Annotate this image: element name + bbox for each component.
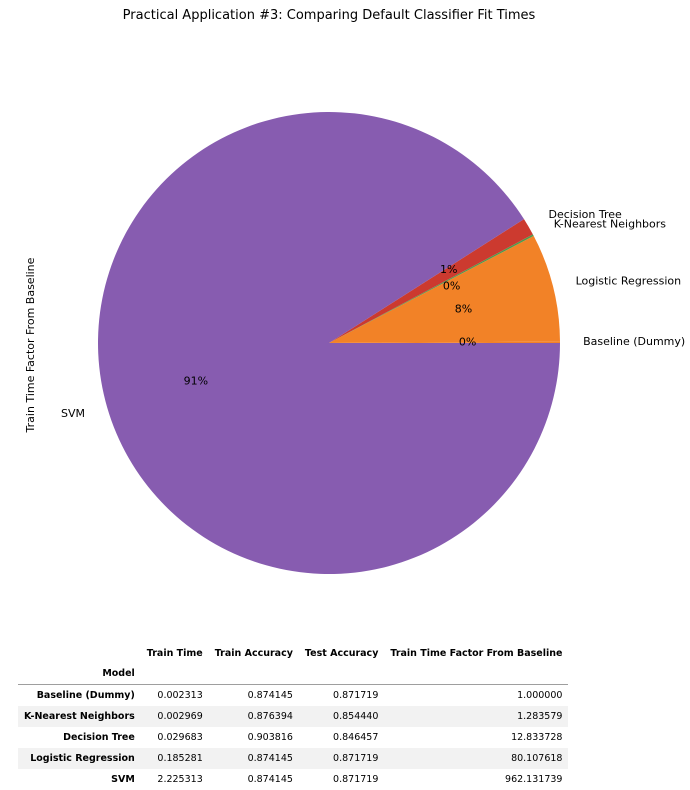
column-header-train-accuracy: Train Accuracy [214,647,293,659]
pie-slice-baseline-dummy [329,341,560,343]
cell-train-time-factor: 1.283579 [517,711,563,722]
chart-title: Practical Application #3: Comparing Defa… [123,8,536,23]
row-label: Baseline (Dummy) [36,690,135,701]
cell-train-accuracy: 0.876394 [247,711,293,722]
row-label: K-Nearest Neighbors [24,711,135,722]
pie-slice-logistic-regression [329,235,560,343]
cell-train-time: 0.002969 [157,711,203,722]
cell-train-time: 0.002313 [157,690,203,701]
cell-test-accuracy: 0.854440 [333,711,379,722]
column-header-train-time: Train Time [146,647,203,659]
slice-percent-baseline-dummy: 0% [459,336,476,349]
table-column-header-row: Train Time Train Accuracy Test Accuracy … [18,643,568,663]
cell-test-accuracy: 0.871719 [333,753,379,764]
table-row: Decision Tree 0.029683 0.903816 0.846457… [18,727,568,748]
slice-label-k-nearest-neighbors: K-Nearest Neighbors [554,217,667,230]
table-row: Logistic Regression 0.185281 0.874145 0.… [18,748,569,769]
column-header-train-time-factor: Train Time Factor From Baseline [390,647,563,659]
slice-percent-decision-tree: 1% [440,263,457,276]
slice-label-svm: SVM [61,407,85,420]
pie-labels: Baseline (Dummy) 0% Logistic Regression 8% K… [61,208,685,420]
cell-train-time-factor: 80.107618 [511,753,563,764]
slice-label-decision-tree: Decision Tree [549,208,622,221]
cell-train-time: 0.185281 [157,753,203,764]
cell-train-accuracy: 0.903816 [247,732,293,743]
index-header-model: Model [18,663,141,685]
pie-chart-svg: Practical Application #3: Comparing Defa… [24,8,685,575]
cell-test-accuracy: 0.871719 [333,690,379,701]
row-label: Decision Tree [63,732,135,743]
cell-train-accuracy: 0.874145 [247,774,293,785]
cell-train-time: 2.225313 [157,774,203,785]
cell-train-time: 0.029683 [157,732,203,743]
pie-slice-svm [98,112,561,575]
slice-percent-svm: 91% [184,375,208,388]
cell-test-accuracy: 0.871719 [333,774,379,785]
cell-train-time-factor: 962.131739 [505,774,563,785]
slice-label-baseline-dummy: Baseline (Dummy) [583,335,685,348]
y-axis-label: Train Time Factor From Baseline [24,257,37,433]
cell-train-time-factor: 1.000000 [517,690,563,701]
slice-percent-logistic-regression: 8% [455,303,472,316]
table-corner [18,643,141,663]
pie-slice-decision-tree [329,219,533,343]
table-row: Baseline (Dummy) 0.002313 0.874145 0.871… [18,685,568,707]
slice-label-logistic-regression: Logistic Regression [576,275,682,288]
cell-train-accuracy: 0.874145 [247,753,293,764]
table-index-header-row: Model [18,663,569,685]
table-row: K-Nearest Neighbors 0.002969 0.876394 0.… [18,706,569,727]
pie-slice-k-nearest-neighbors [329,234,534,343]
table-row: SVM 2.225313 0.874145 0.871719 962.13173… [18,769,568,790]
slice-percent-k-nearest-neighbors: 0% [443,279,460,292]
column-header-test-accuracy: Test Accuracy [304,647,379,659]
cell-train-time-factor: 12.833728 [511,732,563,743]
cell-train-accuracy: 0.874145 [247,690,293,701]
cell-test-accuracy: 0.846457 [333,732,379,743]
row-label: Logistic Regression [30,753,135,764]
pie-slices [98,112,561,575]
pie-chart: Practical Application #3: Comparing Defa… [24,8,685,575]
results-table-container: Train Time Train Accuracy Test Accuracy … [18,643,569,790]
results-table: Train Time Train Accuracy Test Accuracy … [18,643,569,790]
row-label: SVM [111,774,135,785]
